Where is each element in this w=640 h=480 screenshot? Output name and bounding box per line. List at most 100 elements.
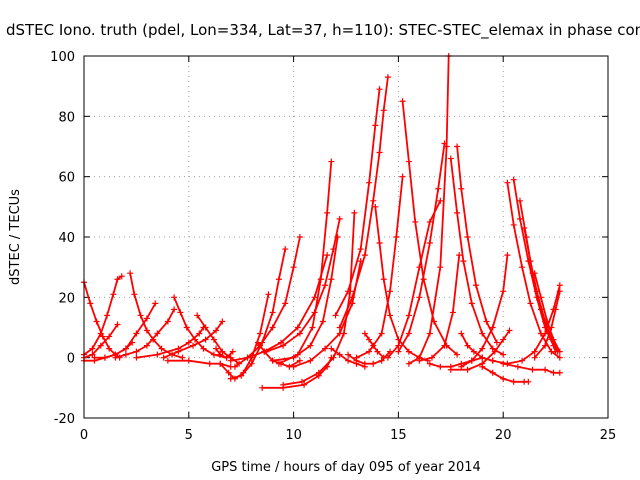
data-point-marker [280,342,287,349]
data-point-marker [179,354,186,361]
data-point-marker [223,354,230,361]
data-point-marker [479,330,486,337]
data-point-marker [200,345,207,352]
data-point-marker [437,363,444,370]
data-series-group [160,318,226,361]
data-point-marker [472,282,479,289]
data-point-marker [227,357,234,364]
x-tick-label: 10 [285,428,302,443]
data-point-marker [89,351,96,358]
data-point-marker [399,98,406,105]
x-axis-label: GPS time / hours of day 095 of year 2014 [211,460,481,475]
data-point-marker [294,324,301,331]
data-point-marker [456,252,463,259]
data-series-group [416,252,463,364]
data-point-marker [357,246,364,253]
data-series-group [447,155,507,358]
data-point-marker [437,264,444,271]
data-point-marker [395,348,402,355]
series-line [262,357,333,389]
data-point-marker [552,306,559,313]
data-series-group [458,330,496,364]
data-point-marker [510,221,517,228]
x-tick-label: 5 [185,428,193,443]
data-point-marker [370,342,377,349]
data-point-marker [114,276,121,283]
data-point-marker [464,366,471,373]
series-line [129,273,183,359]
y-tick-label: -20 [54,412,75,427]
series-line [481,365,529,383]
data-point-marker [542,330,549,337]
series-line [356,176,404,359]
data-point-marker [322,345,329,352]
data-point-marker [210,336,217,343]
data-point-marker [366,348,373,355]
series-line [136,326,205,359]
data-point-marker [127,270,134,277]
x-tick-label: 15 [390,428,407,443]
data-point-marker [479,354,486,361]
data-point-marker [91,354,98,361]
data-point-marker [510,176,517,183]
data-point-marker [269,309,276,316]
data-point-marker [443,143,450,150]
series-line [257,342,301,368]
data-point-marker [531,354,538,361]
data-point-marker [332,312,339,319]
data-point-marker [537,294,544,301]
data-series-group [479,363,532,385]
data-point-marker [290,363,297,370]
data-point-marker [527,258,534,265]
data-point-marker [97,330,104,337]
data-point-marker [328,276,335,283]
data-point-marker [361,360,368,367]
data-point-marker [393,234,400,240]
data-point-marker [322,282,329,289]
data-point-marker [384,74,391,81]
data-series-group [112,306,178,361]
data-point-marker [458,330,465,337]
data-point-marker [428,354,435,361]
data-point-marker [259,384,266,391]
data-point-marker [330,354,337,361]
data-point-marker [328,345,335,352]
data-series [81,53,563,391]
data-point-marker [229,348,236,355]
data-point-marker [361,330,368,337]
data-point-marker [244,354,251,361]
data-point-marker [118,273,125,280]
data-point-marker [317,276,324,283]
data-point-marker [351,209,358,216]
series-line [397,143,446,353]
data-point-marker [479,363,486,370]
data-point-marker [449,309,456,316]
data-point-marker [248,360,255,367]
chart-title: dSTEC Iono. truth (pdel, Lon=334, Lat=37… [6,21,640,40]
data-point-marker [164,357,171,364]
data-point-marker [133,354,140,361]
data-point-marker [349,294,356,301]
data-point-marker [275,276,282,283]
data-point-marker [370,360,377,367]
y-tick-label: 20 [58,291,75,306]
data-point-marker [143,327,150,334]
data-point-marker [87,300,94,307]
data-point-marker [296,357,303,364]
data-point-marker [122,351,129,358]
data-point-marker [458,185,465,192]
y-tick-label: 0 [67,352,75,367]
data-point-marker [206,360,213,367]
data-series-group [361,330,387,361]
data-point-marker [516,197,523,204]
plot-frame [83,55,609,419]
data-point-marker [263,348,270,355]
data-series-group [353,173,406,361]
data-point-marker [89,345,96,352]
data-point-marker [104,312,111,319]
data-point-marker [468,357,475,364]
series-line [230,254,328,362]
data-point-marker [519,264,526,271]
data-point-marker [296,234,303,240]
data-point-marker [366,179,373,186]
